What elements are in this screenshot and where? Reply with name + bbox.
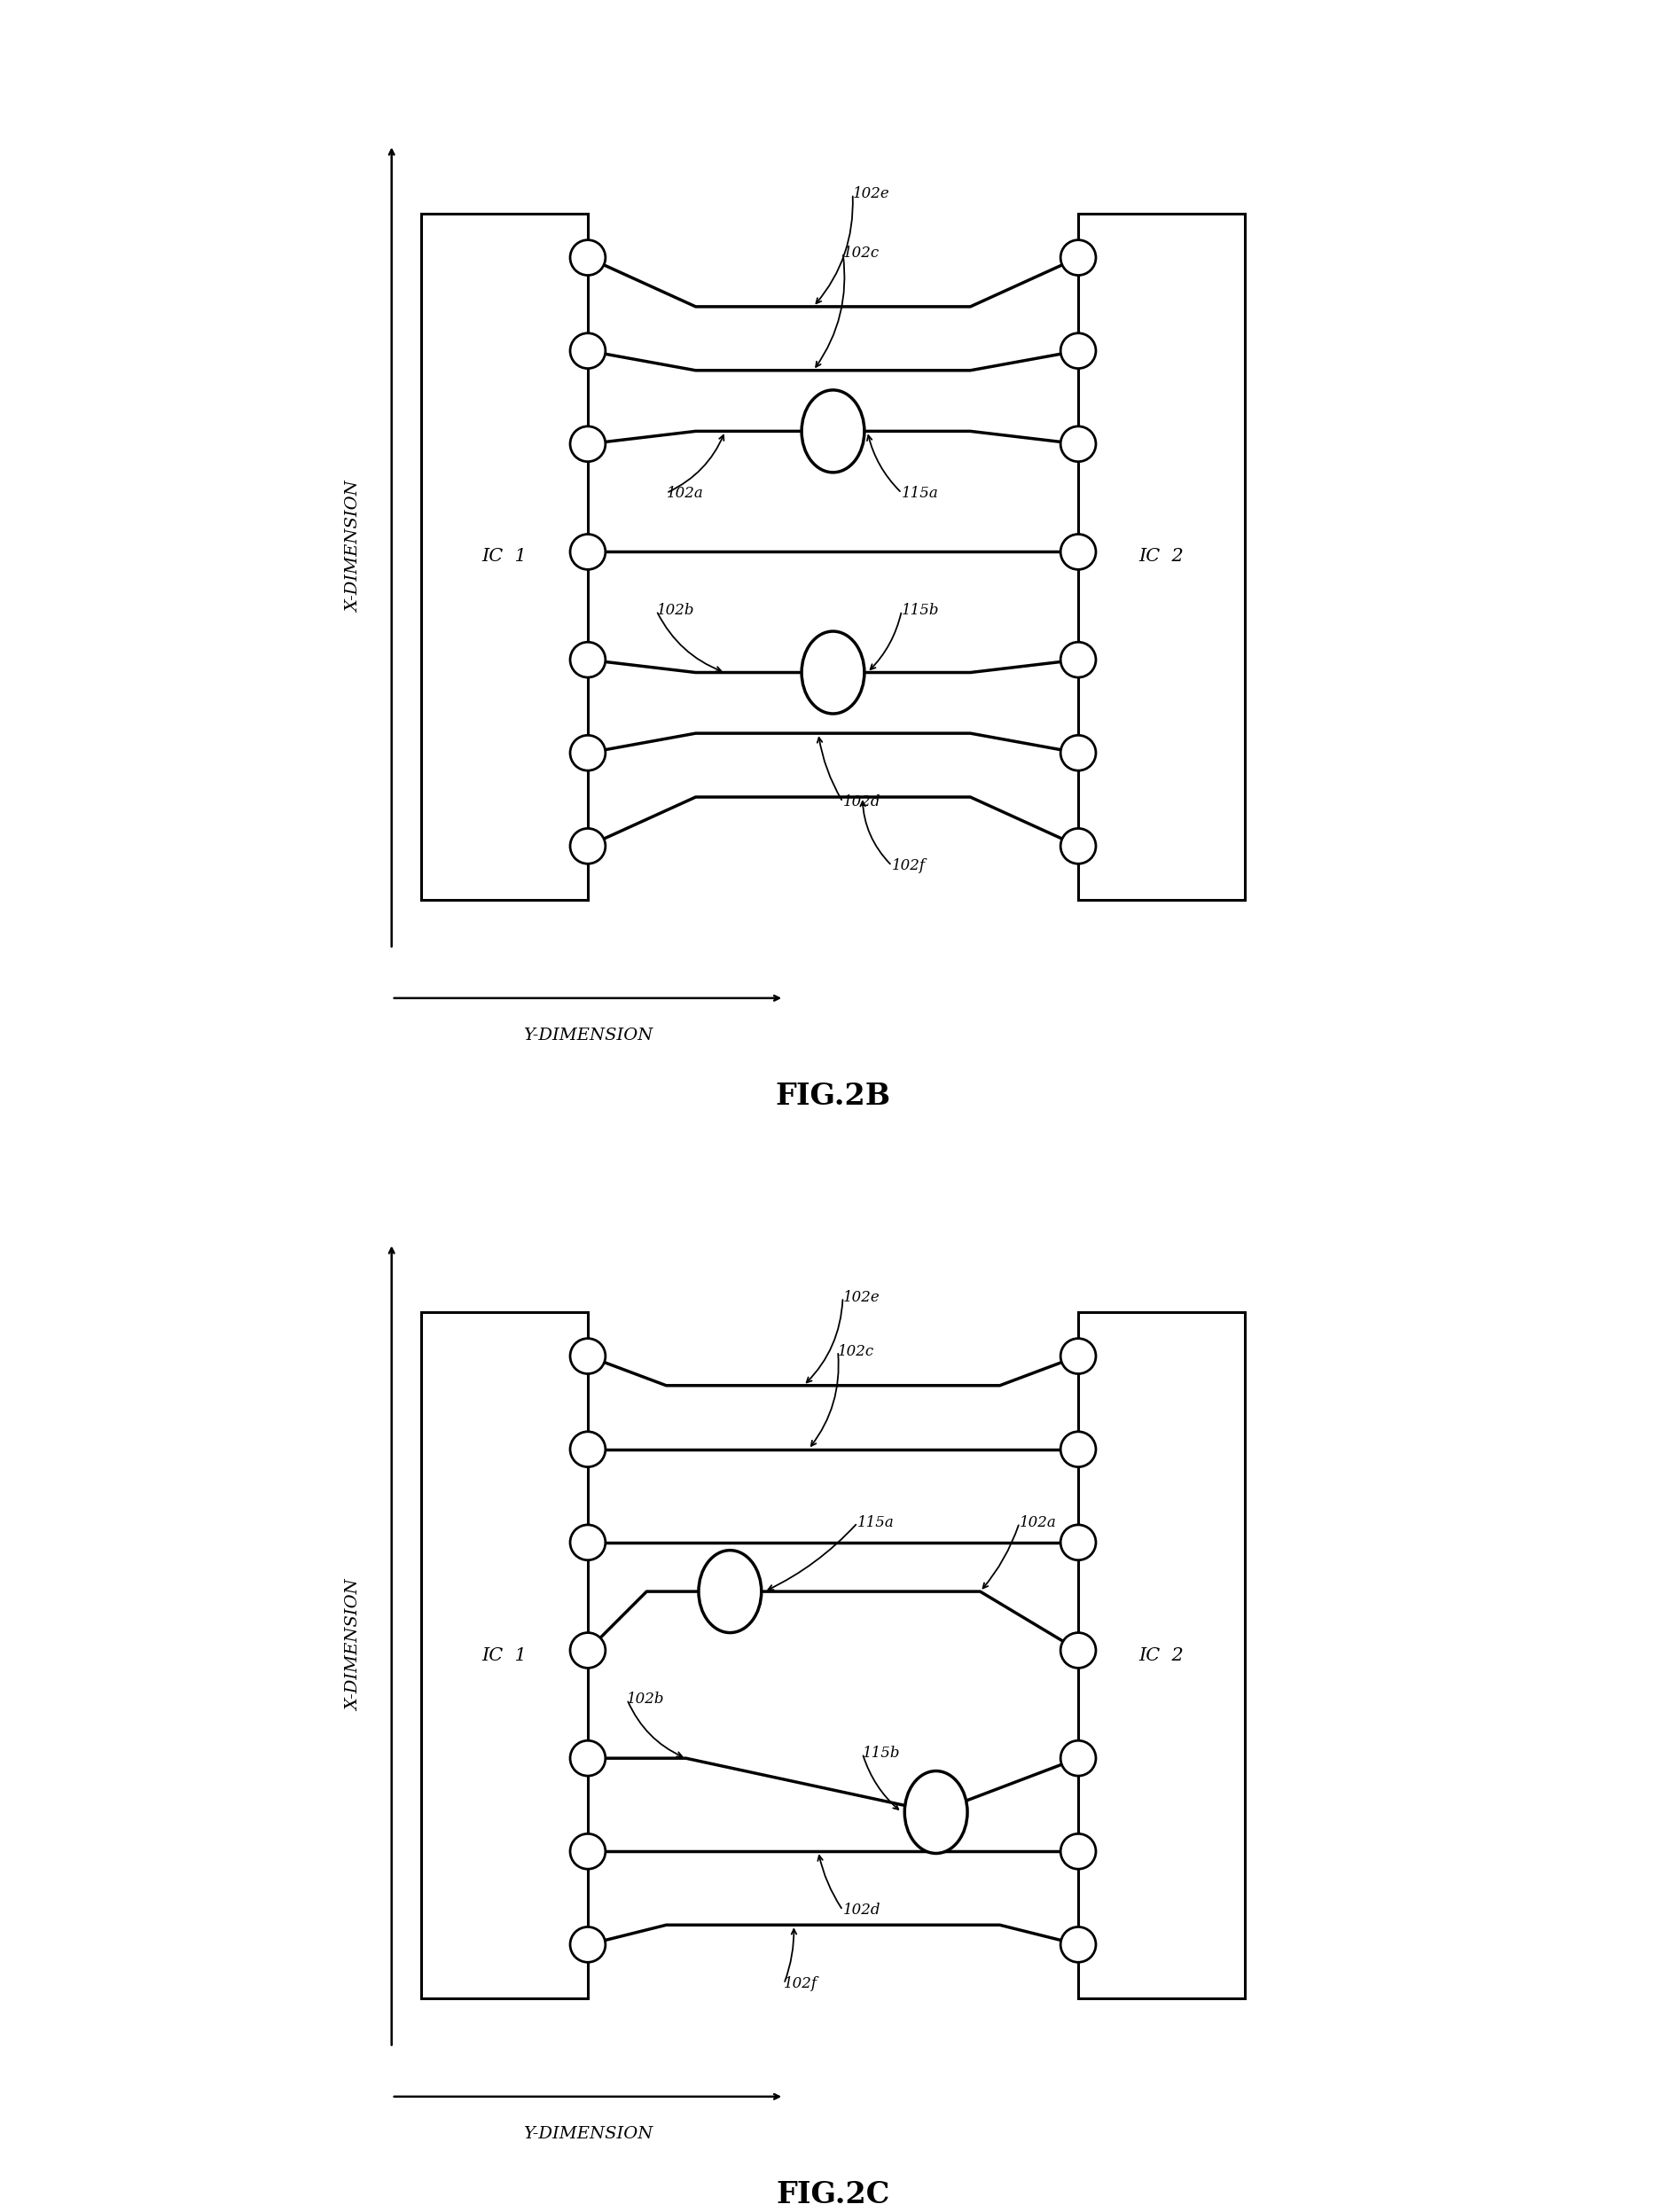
Circle shape (570, 830, 605, 863)
Bar (421, 215, 588, 900)
Circle shape (570, 427, 605, 462)
Bar (1078, 215, 1245, 900)
Text: 102a: 102a (1020, 1515, 1056, 1531)
Circle shape (1061, 334, 1096, 369)
Text: 102a: 102a (666, 484, 703, 500)
Circle shape (570, 535, 605, 568)
Text: 102f: 102f (891, 858, 926, 874)
Text: 115a: 115a (901, 484, 938, 500)
Bar (1078, 1312, 1245, 1997)
Text: Y-DIMENSION: Y-DIMENSION (523, 1026, 653, 1044)
Text: X-DIMENSION: X-DIMENSION (347, 480, 362, 613)
Text: IC  2: IC 2 (1140, 1646, 1185, 1663)
Circle shape (1061, 1524, 1096, 1559)
Text: 115b: 115b (863, 1745, 900, 1761)
Circle shape (570, 239, 605, 274)
Text: 102f: 102f (785, 1975, 818, 1991)
Text: 102d: 102d (843, 1902, 881, 1918)
Circle shape (1061, 734, 1096, 770)
Circle shape (1061, 1834, 1096, 1869)
Text: 102e: 102e (843, 1290, 880, 1305)
Circle shape (1061, 1741, 1096, 1776)
Ellipse shape (801, 389, 865, 473)
Text: IC  1: IC 1 (481, 549, 526, 566)
Circle shape (1061, 1927, 1096, 1962)
Ellipse shape (905, 1772, 968, 1854)
Circle shape (1061, 641, 1096, 677)
Circle shape (1061, 535, 1096, 568)
Bar (421, 1312, 588, 1997)
Text: IC  2: IC 2 (1140, 549, 1185, 566)
Text: 102b: 102b (626, 1692, 665, 1708)
Text: 102d: 102d (843, 794, 881, 810)
Text: 115a: 115a (858, 1515, 895, 1531)
Circle shape (1061, 830, 1096, 863)
Text: X-DIMENSION: X-DIMENSION (347, 1579, 362, 1712)
Text: FIG.2C: FIG.2C (776, 2181, 890, 2210)
Circle shape (1061, 1338, 1096, 1374)
Text: 102b: 102b (656, 604, 695, 617)
Circle shape (570, 334, 605, 369)
Circle shape (570, 1431, 605, 1467)
Text: 115b: 115b (901, 604, 940, 617)
Circle shape (570, 1338, 605, 1374)
Text: 102c: 102c (838, 1343, 875, 1358)
Circle shape (570, 1927, 605, 1962)
Ellipse shape (801, 630, 865, 714)
Text: 102c: 102c (843, 246, 880, 261)
Circle shape (1061, 1632, 1096, 1668)
Circle shape (570, 1632, 605, 1668)
Circle shape (570, 1741, 605, 1776)
Circle shape (570, 1834, 605, 1869)
Circle shape (570, 641, 605, 677)
Text: IC  1: IC 1 (481, 1646, 526, 1663)
Circle shape (1061, 427, 1096, 462)
Text: Y-DIMENSION: Y-DIMENSION (523, 2126, 653, 2141)
Ellipse shape (698, 1551, 761, 1632)
Circle shape (1061, 1431, 1096, 1467)
Text: FIG.2B: FIG.2B (775, 1082, 891, 1110)
Circle shape (570, 734, 605, 770)
Text: 102e: 102e (853, 186, 890, 201)
Circle shape (1061, 239, 1096, 274)
Circle shape (570, 1524, 605, 1559)
